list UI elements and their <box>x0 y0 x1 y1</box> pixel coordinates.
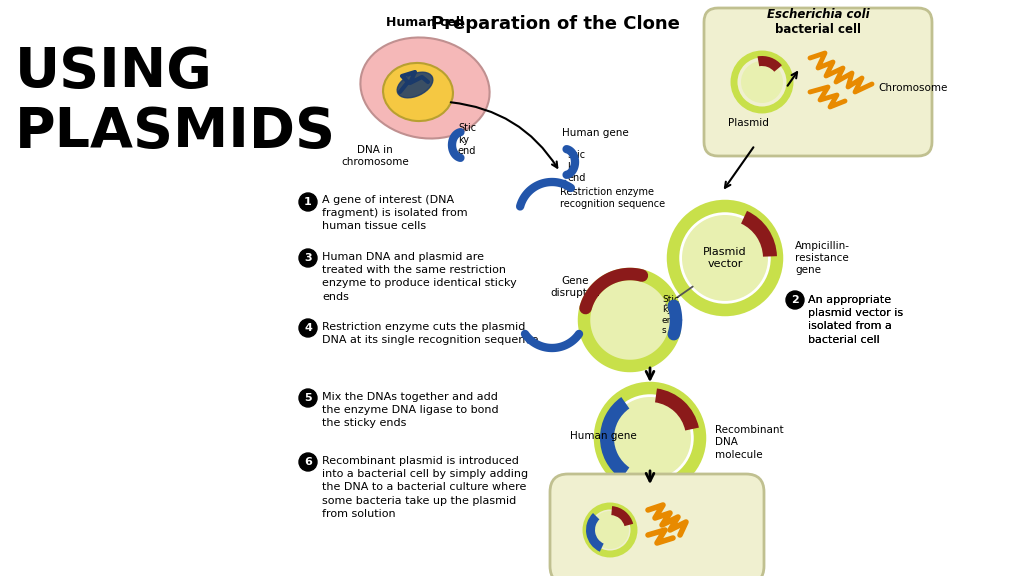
Text: Stic
ky
end: Stic ky end <box>567 150 586 183</box>
Circle shape <box>299 389 317 407</box>
Text: 5: 5 <box>304 393 312 403</box>
Circle shape <box>299 319 317 337</box>
Wedge shape <box>586 513 604 552</box>
Circle shape <box>299 453 317 471</box>
Circle shape <box>591 511 629 549</box>
Text: Restriction enzyme cuts the plasmid
DNA at its single recognition sequence: Restriction enzyme cuts the plasmid DNA … <box>322 322 539 345</box>
Circle shape <box>299 193 317 211</box>
Circle shape <box>682 215 768 301</box>
Wedge shape <box>741 211 777 257</box>
Wedge shape <box>655 388 699 430</box>
Text: Chromosome: Chromosome <box>878 83 947 93</box>
Circle shape <box>786 291 804 309</box>
Text: DNA in
chromosome: DNA in chromosome <box>341 145 409 168</box>
FancyBboxPatch shape <box>550 474 764 576</box>
Text: Restriction enzyme
recognition sequence: Restriction enzyme recognition sequence <box>560 187 666 210</box>
Text: Stic
ky
end: Stic ky end <box>458 123 476 156</box>
Circle shape <box>609 397 691 479</box>
Ellipse shape <box>360 37 489 138</box>
Text: Mix the DNAs together and add
the enzyme DNA ligase to bond
the sticky ends: Mix the DNAs together and add the enzyme… <box>322 392 499 429</box>
FancyBboxPatch shape <box>705 8 932 156</box>
Wedge shape <box>758 56 782 72</box>
Wedge shape <box>600 397 630 479</box>
Text: Human cell: Human cell <box>386 16 464 29</box>
Text: Gene
disrupted: Gene disrupted <box>550 276 600 298</box>
Text: bacterial cell: bacterial cell <box>775 23 861 36</box>
Text: PLASMIDS: PLASMIDS <box>15 105 336 159</box>
Circle shape <box>741 61 783 103</box>
Text: 4: 4 <box>304 323 312 333</box>
Text: An appropriate
plasmid vector is
isolated from a
bacterial cell: An appropriate plasmid vector is isolate… <box>808 295 903 344</box>
Text: Stic
ky
end
s: Stic ky end s <box>662 295 679 335</box>
Text: A gene of interest (DNA
fragment) is isolated from
human tissue cells: A gene of interest (DNA fragment) is iso… <box>322 195 468 232</box>
Text: Recombinant
DNA
molecule: Recombinant DNA molecule <box>715 425 783 460</box>
Text: An appropriate
plasmid vector is
isolated from a
bacterial cell: An appropriate plasmid vector is isolate… <box>808 295 903 344</box>
Text: 6: 6 <box>304 457 312 467</box>
Text: 2: 2 <box>792 295 799 305</box>
Text: Escherichia coli: Escherichia coli <box>767 8 869 21</box>
Circle shape <box>299 249 317 267</box>
Text: Human gene: Human gene <box>562 128 629 138</box>
Text: Plasmid
vector: Plasmid vector <box>703 247 746 269</box>
Text: 1: 1 <box>304 197 312 207</box>
Polygon shape <box>586 276 674 364</box>
Ellipse shape <box>397 72 433 98</box>
Text: Ampicillin-
resistance
gene: Ampicillin- resistance gene <box>795 241 850 275</box>
Text: USING: USING <box>15 45 213 99</box>
Text: Preparation of the Clone: Preparation of the Clone <box>430 15 680 33</box>
Wedge shape <box>611 506 633 526</box>
Ellipse shape <box>383 63 453 121</box>
Text: Human gene: Human gene <box>570 431 637 441</box>
Text: Recombinant plasmid is introduced
into a bacterial cell by simply adding
the DNA: Recombinant plasmid is introduced into a… <box>322 456 528 519</box>
Text: 3: 3 <box>304 253 312 263</box>
Text: Plasmid: Plasmid <box>728 118 768 128</box>
Text: Human DNA and plasmid are
treated with the same restriction
enzyme to produce id: Human DNA and plasmid are treated with t… <box>322 252 517 302</box>
